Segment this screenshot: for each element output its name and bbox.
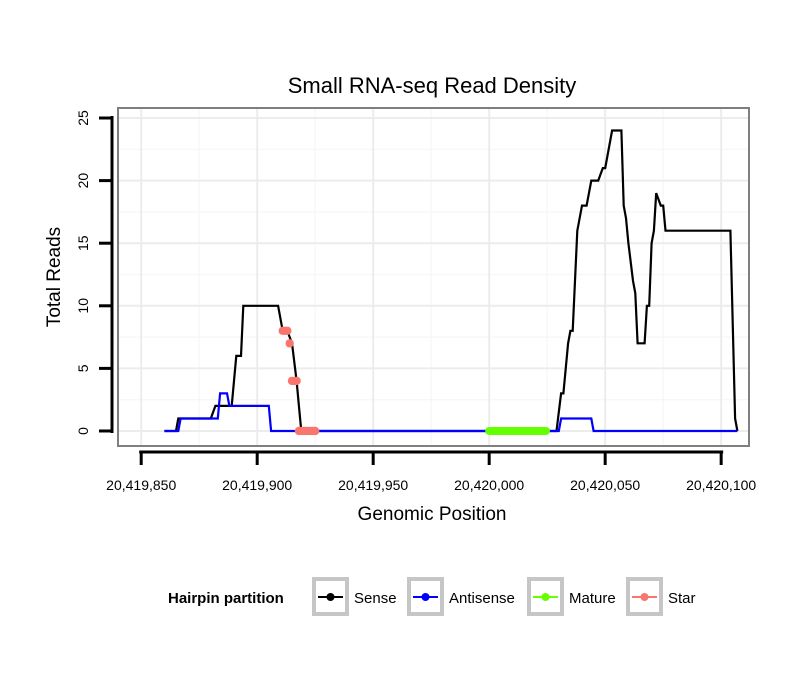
legend-key-point-mature (541, 593, 550, 601)
series-line-antisense (164, 392, 738, 433)
legend-key-point-sense (326, 593, 335, 601)
plot-panel (118, 108, 749, 446)
y-tick-label: 10 (75, 298, 91, 314)
series-point-star (285, 339, 294, 348)
series-point-star (310, 426, 320, 436)
y-tick-label: 20 (75, 173, 91, 189)
y-tick-label: 25 (75, 110, 91, 126)
legend-item-mature: Mature (527, 577, 616, 616)
y-tick-label: 15 (75, 235, 91, 251)
y-tick-label: 5 (75, 364, 91, 372)
x-tick-label: 20,419,900 (222, 477, 292, 493)
y-tick-label: 0 (75, 427, 91, 435)
legend-key-point-antisense (421, 593, 430, 601)
chart-title: Small RNA-seq Read Density (288, 73, 577, 98)
legend-item-sense: Sense (312, 577, 397, 616)
series-layer (164, 129, 739, 436)
legend-title: Hairpin partition (168, 590, 284, 607)
legend-item-antisense: Antisense (407, 577, 515, 616)
legend-label-star: Star (668, 590, 696, 607)
y-axis: 0 5 10 15 20 25 (75, 110, 114, 435)
x-tick-label: 20,420,100 (686, 477, 756, 493)
legend-item-star: Star (626, 577, 696, 616)
legend-key-point-star (640, 593, 649, 601)
plot-border (117, 107, 750, 447)
x-tick-label: 20,420,000 (454, 477, 524, 493)
x-tick-label: 20,419,850 (106, 477, 176, 493)
legend-label-sense: Sense (354, 590, 397, 607)
x-tick-label: 20,420,050 (570, 477, 640, 493)
y-axis-title: Total Reads (44, 227, 65, 327)
x-axis: 20,419,850 20,419,900 20,419,950 20,420,000… (106, 450, 756, 493)
x-axis-title: Genomic Position (358, 504, 507, 525)
legend: Hairpin partition Sense Antisense Mature St… (168, 577, 696, 616)
legend-label-mature: Mature (569, 590, 616, 607)
x-tick-label: 20,419,950 (338, 477, 408, 493)
series-line-sense (164, 129, 739, 433)
series-point-star (283, 326, 292, 336)
legend-label-antisense: Antisense (449, 590, 515, 607)
series-point-star (292, 376, 301, 386)
